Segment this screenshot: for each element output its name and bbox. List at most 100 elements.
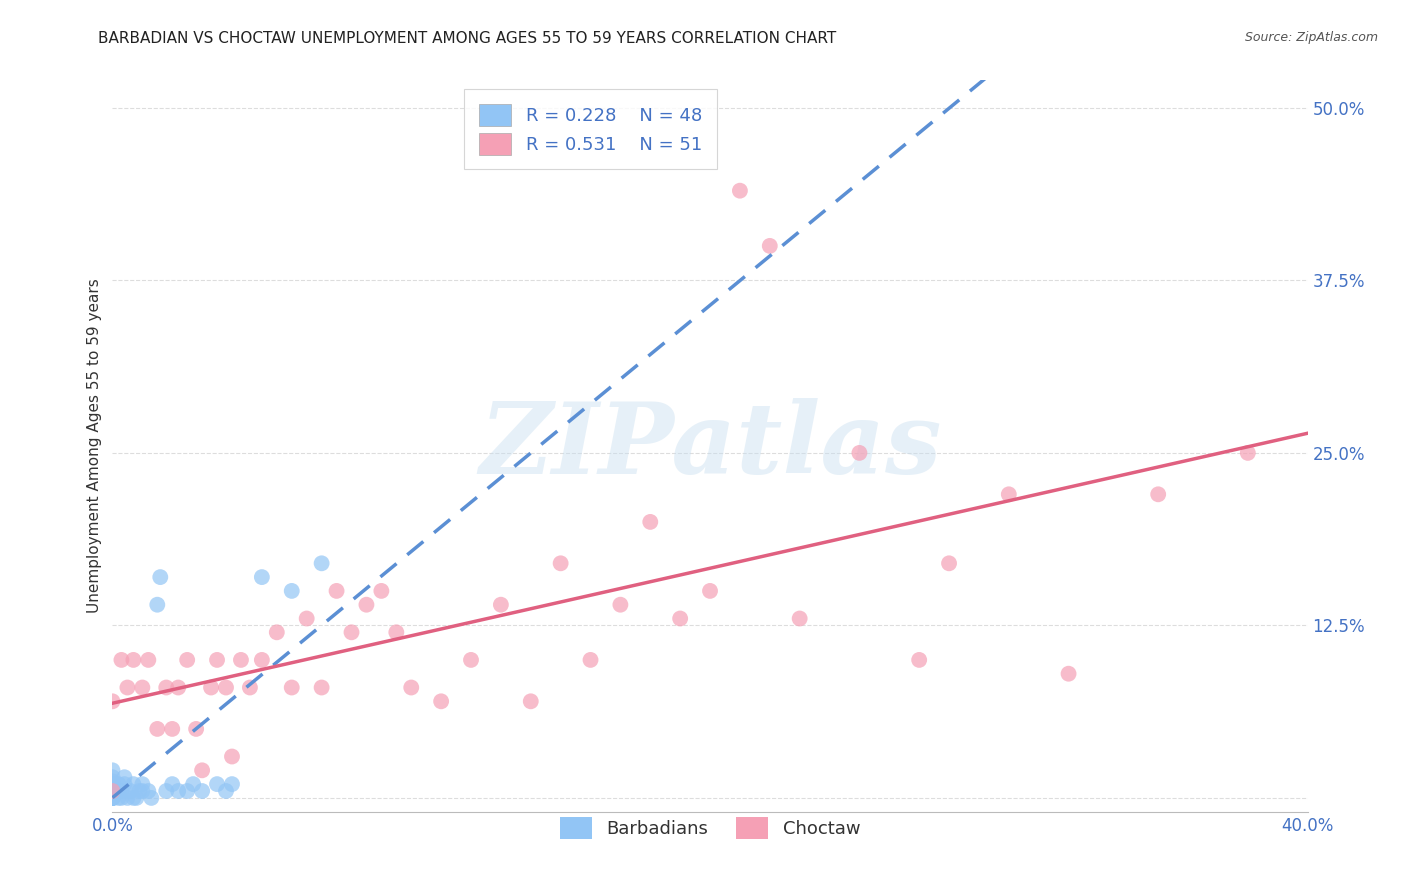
Point [205,653,228,667]
Point [101,784,124,798]
Point [110,653,132,667]
Point [295,611,318,625]
Point [122,777,145,791]
Point [146,598,169,612]
Point [281,583,304,598]
Point [138,784,160,798]
Point [325,583,347,598]
Point [1237,446,1260,460]
Point [162,777,183,791]
Point [938,557,960,571]
Point [155,784,177,798]
Y-axis label: Unemployment Among Ages 55 to 59 years: Unemployment Among Ages 55 to 59 years [87,278,103,614]
Point [401,681,423,695]
Point [167,784,190,798]
Point [215,784,238,798]
Point [101,791,124,805]
Point [205,777,228,791]
Point [110,784,132,798]
Point [101,791,124,805]
Point [266,625,288,640]
Point [101,774,124,789]
Point [669,611,692,625]
Text: ZIPatlas: ZIPatlas [479,398,941,494]
Point [789,611,811,625]
Point [520,694,543,708]
Point [138,653,160,667]
Point [114,777,135,791]
Legend: Barbadians, Choctaw: Barbadians, Choctaw [553,810,868,847]
Point [120,784,142,798]
Point [117,791,139,805]
Point [110,791,132,805]
Point [101,785,124,799]
Point [191,784,214,798]
Point [998,487,1021,501]
Point [125,791,148,805]
Point [186,722,208,736]
Point [101,784,124,798]
Point [101,777,124,791]
Point [131,784,153,798]
Text: Source: ZipAtlas.com: Source: ZipAtlas.com [1244,31,1378,45]
Point [215,681,238,695]
Point [221,749,243,764]
Point [229,653,252,667]
Point [460,653,482,667]
Point [759,239,782,253]
Point [101,788,124,802]
Point [550,557,572,571]
Point [250,570,273,584]
Point [101,777,124,791]
Point [141,791,163,805]
Point [101,791,124,805]
Point [162,722,183,736]
Point [311,681,333,695]
Point [107,777,129,791]
Point [131,777,153,791]
Point [281,681,304,695]
Point [101,787,124,801]
Point [489,598,512,612]
Point [101,791,124,805]
Point [579,653,602,667]
Point [101,782,124,797]
Point [356,598,378,612]
Point [146,722,169,736]
Point [340,625,363,640]
Point [640,515,662,529]
Point [155,681,177,695]
Point [430,694,453,708]
Point [191,764,214,778]
Point [908,653,931,667]
Point [167,681,190,695]
Point [131,681,153,695]
Point [101,791,124,805]
Point [609,598,631,612]
Point [101,780,124,794]
Point [114,770,135,784]
Point [728,184,751,198]
Point [176,653,198,667]
Point [101,764,124,778]
Point [239,681,262,695]
Point [181,777,204,791]
Point [117,681,139,695]
Point [1057,666,1080,681]
Point [122,791,145,805]
Point [848,446,870,460]
Point [149,570,172,584]
Point [311,557,333,571]
Point [176,784,198,798]
Point [200,681,222,695]
Point [1147,487,1170,501]
Point [221,777,243,791]
Point [250,653,273,667]
Point [128,784,150,798]
Point [107,791,129,805]
Point [385,625,408,640]
Point [101,781,124,796]
Point [101,694,124,708]
Point [699,583,721,598]
Point [122,653,145,667]
